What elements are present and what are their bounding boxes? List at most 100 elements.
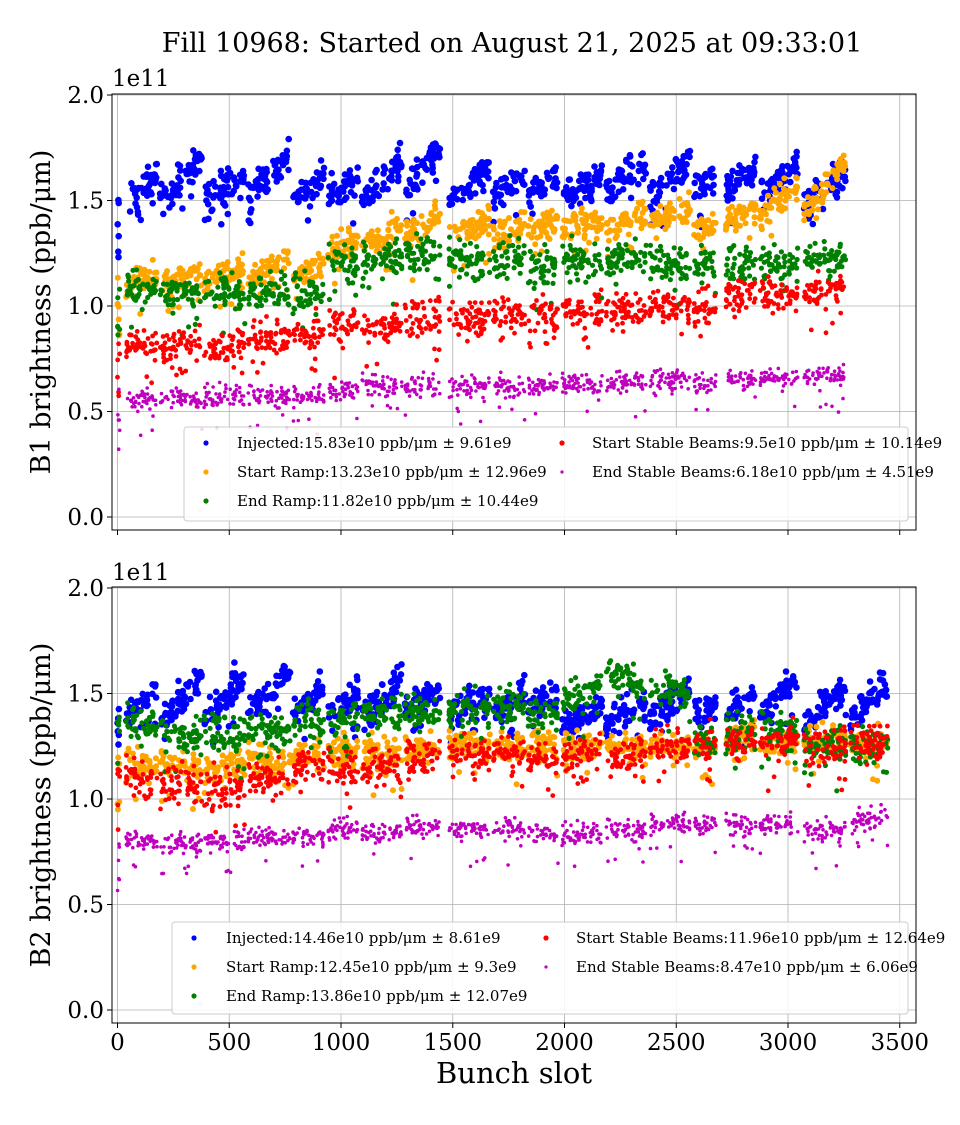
data-point — [539, 191, 546, 198]
data-point — [518, 221, 524, 227]
data-point — [143, 299, 148, 304]
data-point — [375, 362, 380, 367]
data-point — [144, 374, 149, 379]
data-point — [297, 419, 301, 423]
data-point — [537, 307, 542, 312]
data-point — [833, 257, 838, 262]
data-point — [522, 251, 527, 256]
data-point — [349, 182, 356, 189]
data-point — [511, 265, 516, 270]
data-point — [764, 291, 769, 296]
data-point — [747, 296, 752, 301]
data-point — [626, 221, 632, 227]
data-point — [668, 376, 672, 380]
data-point — [639, 162, 646, 169]
data-point — [330, 258, 335, 263]
data-point — [568, 203, 575, 210]
data-point — [779, 169, 786, 176]
data-point — [790, 382, 794, 386]
data-point — [404, 223, 410, 229]
data-point — [698, 386, 702, 390]
data-point — [499, 319, 504, 324]
data-point — [626, 232, 632, 238]
data-point — [758, 223, 764, 229]
data-point — [705, 217, 711, 223]
data-point — [752, 154, 759, 161]
data-point — [437, 244, 442, 249]
data-point — [516, 236, 521, 241]
data-point — [255, 689, 262, 696]
data-point — [585, 177, 592, 184]
data-point — [377, 238, 383, 244]
data-point — [344, 387, 348, 391]
data-point — [205, 403, 209, 407]
data-point — [187, 281, 192, 286]
data-point — [605, 389, 609, 393]
data-point — [564, 391, 568, 395]
data-point — [702, 263, 707, 268]
data-point — [552, 226, 558, 232]
data-point — [404, 413, 408, 417]
data-point — [202, 217, 209, 224]
data-point — [564, 311, 569, 316]
data-point — [679, 309, 684, 314]
data-point — [570, 263, 575, 268]
data-point — [472, 166, 479, 173]
data-point — [231, 365, 236, 370]
data-point — [588, 306, 593, 311]
data-point — [126, 397, 130, 401]
data-point — [612, 176, 619, 183]
data-point — [801, 217, 807, 223]
data-point — [594, 228, 600, 234]
data-point — [597, 299, 602, 304]
data-point — [661, 320, 666, 325]
data-point — [204, 350, 209, 355]
data-point — [264, 395, 268, 399]
data-point — [372, 333, 377, 338]
data-point — [368, 722, 375, 729]
data-point — [709, 381, 713, 385]
data-point — [694, 263, 699, 268]
data-point — [482, 216, 488, 222]
data-point — [236, 681, 243, 688]
data-point — [233, 183, 240, 190]
data-point — [286, 397, 290, 401]
data-point — [259, 394, 263, 398]
data-point — [639, 150, 646, 157]
data-point — [380, 276, 385, 281]
data-point — [197, 337, 202, 342]
data-point — [259, 303, 264, 308]
data-point — [542, 223, 548, 229]
data-point — [294, 194, 301, 201]
data-point — [481, 396, 485, 400]
data-point — [699, 251, 704, 256]
data-point — [284, 287, 289, 292]
data-point — [501, 304, 506, 309]
data-point — [653, 369, 657, 373]
data-point — [361, 371, 365, 375]
data-point — [270, 399, 274, 403]
data-point — [273, 332, 278, 337]
data-point — [561, 260, 566, 265]
data-point — [261, 361, 266, 366]
data-point — [567, 375, 571, 379]
data-point — [449, 257, 454, 262]
data-point — [744, 305, 749, 310]
data-point — [273, 341, 278, 346]
data-point — [419, 179, 426, 186]
data-point — [825, 182, 831, 188]
data-point — [370, 242, 376, 248]
data-point — [224, 346, 229, 351]
data-point — [531, 381, 535, 385]
data-point — [142, 328, 147, 333]
data-point — [781, 175, 787, 181]
data-point — [171, 390, 175, 394]
data-point — [498, 376, 502, 380]
data-point — [818, 389, 822, 393]
data-point — [327, 323, 332, 328]
data-point — [785, 373, 789, 377]
data-point — [389, 209, 395, 215]
data-point — [135, 211, 142, 218]
data-point — [807, 255, 812, 260]
data-point — [389, 686, 396, 693]
